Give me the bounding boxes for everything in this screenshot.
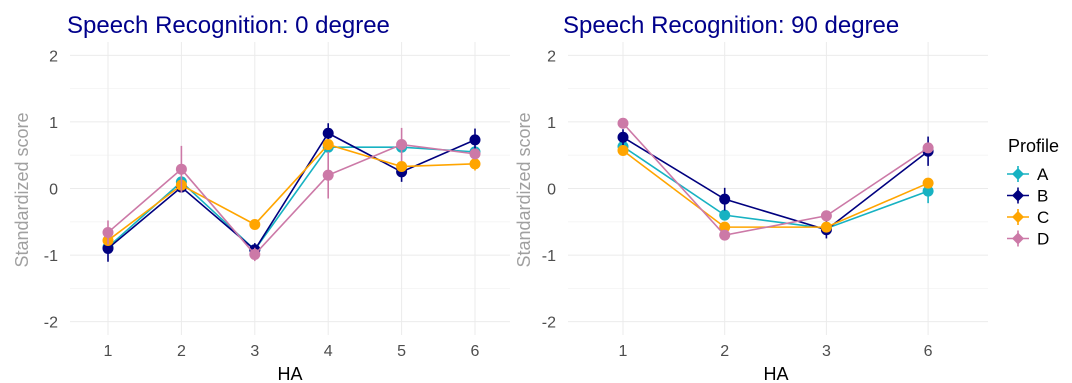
data-point: [922, 185, 934, 197]
series-group: [617, 117, 934, 241]
series-line: [107, 143, 476, 242]
series-D: [102, 127, 481, 262]
data-point: [322, 127, 334, 139]
legend-item-A: A: [1007, 165, 1049, 184]
y-tick-label: 1: [547, 115, 556, 132]
legend-key-diamond: [1012, 232, 1024, 245]
data-point: [820, 210, 832, 222]
legend-item-B: B: [1007, 187, 1048, 206]
series-D: [617, 117, 934, 241]
data-point: [102, 226, 114, 238]
data-point: [469, 158, 481, 170]
x-axis-label: HA: [277, 364, 302, 383]
series-line: [622, 122, 929, 236]
legend-key-diamond: [1012, 211, 1024, 223]
series-line: [622, 145, 929, 230]
x-tick-label: 2: [720, 343, 729, 360]
y-tick-label: 2: [547, 48, 556, 65]
x-tick-label: 5: [397, 343, 406, 360]
legend-item-D: D: [1007, 230, 1049, 249]
data-point: [175, 163, 187, 175]
chart-title: Speech Recognition: 0 degree: [67, 12, 390, 39]
series-group: [102, 123, 481, 262]
legend-key-diamond: [1012, 189, 1024, 202]
data-point: [469, 134, 481, 146]
y-tick-label: 1: [49, 115, 58, 132]
y-tick-label: 0: [547, 182, 556, 199]
x-tick-label: 2: [177, 343, 186, 360]
data-point: [719, 193, 731, 205]
x-tick-labels: 1 2 3 4 5 6: [104, 343, 480, 360]
data-point: [820, 221, 832, 233]
panel-0-degree: Speech Recognition: 0 degree -2 -1 0 1 2 1 2 3…: [12, 12, 510, 383]
data-point: [469, 148, 481, 160]
x-tick-label: 6: [924, 343, 933, 360]
series-A: [102, 141, 481, 256]
data-point: [396, 161, 408, 173]
chart-title: Speech Recognition: 90 degree: [563, 12, 899, 39]
data-point: [719, 221, 731, 233]
x-tick-label: 3: [822, 343, 831, 360]
data-point: [102, 242, 114, 254]
y-tick-label: 2: [49, 48, 58, 65]
y-tick-label: -2: [44, 315, 58, 332]
y-tick-label: 0: [49, 182, 58, 199]
x-tick-label: 1: [619, 343, 628, 360]
series-C: [617, 145, 934, 233]
y-axis-label: Standardized score: [514, 112, 534, 267]
x-tick-labels: 1 2 3 6: [619, 343, 933, 360]
legend-title: Profile: [1008, 136, 1059, 156]
data-point: [322, 139, 334, 151]
data-point: [719, 229, 731, 241]
x-tick-label: 3: [250, 343, 259, 360]
legend-key-diamond: [1012, 168, 1024, 180]
x-tick-label: 6: [471, 343, 480, 360]
data-point: [922, 177, 934, 189]
data-point: [249, 218, 261, 230]
series-line: [107, 132, 476, 251]
series-line: [622, 149, 929, 228]
x-tick-label: 1: [104, 343, 113, 360]
legend-label: B: [1037, 187, 1048, 206]
y-axis-label: Standardized score: [12, 112, 32, 267]
series-line: [622, 136, 929, 231]
y-tick-label: -1: [44, 248, 58, 265]
data-point: [617, 131, 629, 143]
data-point: [617, 117, 629, 129]
x-tick-label: 4: [324, 343, 333, 360]
panel-90-degree: Speech Recognition: 90 degree -2 -1 0 1 2 1 2…: [514, 12, 988, 383]
y-tick-labels: -2 -1 0 1 2: [44, 48, 58, 331]
series-line: [107, 143, 476, 256]
data-point: [922, 142, 934, 154]
data-point: [719, 209, 731, 221]
series-B: [102, 123, 481, 262]
data-point: [396, 139, 408, 151]
y-tick-label: -1: [542, 248, 556, 265]
data-point: [617, 145, 629, 157]
data-point: [322, 169, 334, 181]
y-tick-label: -2: [542, 315, 556, 332]
x-axis-label: HA: [763, 364, 788, 383]
legend-label: C: [1037, 208, 1049, 227]
series-line: [107, 146, 476, 251]
legend-label: D: [1037, 230, 1049, 249]
legend-label: A: [1037, 165, 1049, 184]
legend-item-C: C: [1007, 208, 1049, 227]
y-tick-labels: -2 -1 0 1 2: [542, 48, 556, 331]
grid: [70, 42, 510, 335]
data-point: [249, 248, 261, 260]
